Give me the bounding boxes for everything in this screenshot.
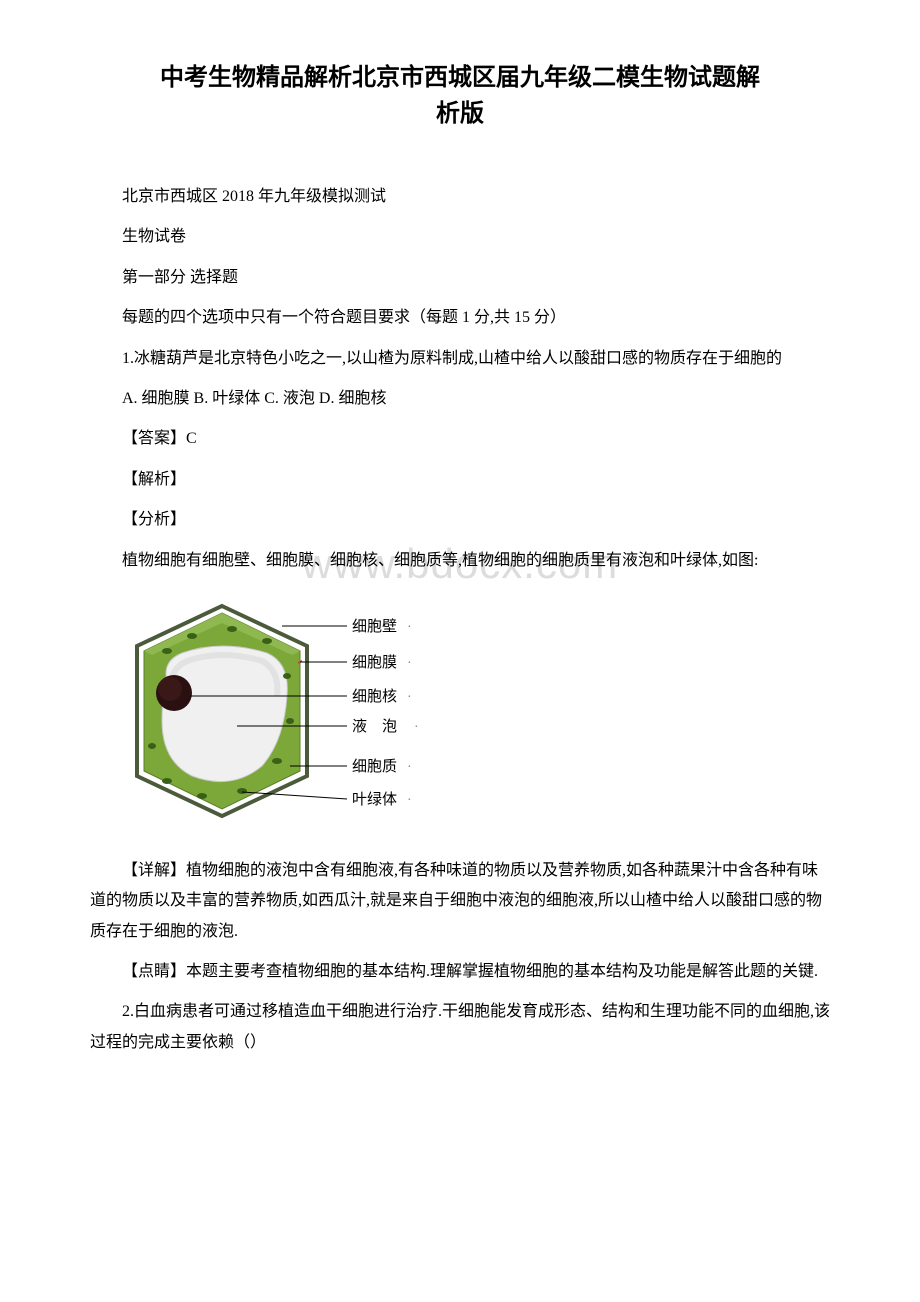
- paragraph-question-2: 2.白血病患者可通过移植造血干细胞进行治疗.干细胞能发育成形态、结构和生理功能不…: [90, 997, 830, 1058]
- paragraph-analysis-text: 植物细胞有细胞壁、细胞膜、细胞核、细胞质等,植物细胞的细胞质里有液泡和叶绿体,如…: [90, 546, 830, 576]
- bullet-5: ·: [407, 760, 412, 775]
- nucleus-inner: [158, 677, 182, 701]
- cell-svg: 细胞壁 · 细胞膜 · 细胞核 · 液 泡 · 细胞质 · 叶绿体 ·: [122, 591, 452, 841]
- label-vacuole: 液 泡: [352, 718, 397, 735]
- paragraph-analysis-sub: 【分析】: [90, 505, 830, 535]
- document-title: 中考生物精品解析北京市西城区届九年级二模生物试题解 析版: [90, 60, 830, 132]
- chloroplast-11: [148, 743, 156, 749]
- bullet-2: ·: [407, 656, 412, 671]
- paragraph-analysis-header: 【解析】: [90, 465, 830, 495]
- chloroplast-3: [227, 626, 237, 632]
- chloroplast-4: [262, 638, 272, 644]
- label-cell-membrane: 细胞膜: [352, 654, 397, 671]
- bullet-6: ·: [407, 793, 412, 808]
- chloroplast-9: [197, 793, 207, 799]
- paragraph-answer: 【答案】C: [90, 424, 830, 454]
- chloroplast-1: [162, 648, 172, 654]
- paragraph-point: 【点睛】本题主要考查植物细胞的基本结构.理解掌握植物细胞的基本结构及功能是解答此…: [90, 957, 830, 987]
- paragraph-exam-header: 北京市西城区 2018 年九年级模拟测试: [90, 182, 830, 212]
- bullet-1: ·: [407, 620, 412, 635]
- paragraph-section: 第一部分 选择题: [90, 263, 830, 293]
- label-cell-wall: 细胞壁: [352, 618, 397, 635]
- paragraph-detail: 【详解】植物细胞的液泡中含有细胞液,有各种味道的物质以及营养物质,如各种蔬果汁中…: [90, 856, 830, 947]
- chloroplast-7: [272, 758, 282, 764]
- title-line-2: 析版: [436, 101, 484, 127]
- chloroplast-2: [187, 633, 197, 639]
- chloroplast-5: [283, 673, 291, 679]
- label-chloroplast: 叶绿体: [352, 791, 397, 808]
- bullet-4: ·: [414, 720, 419, 735]
- plant-cell-diagram: 细胞壁 · 细胞膜 · 细胞核 · 液 泡 · 细胞质 · 叶绿体 ·: [122, 591, 452, 841]
- title-line-1: 中考生物精品解析北京市西城区届九年级二模生物试题解: [160, 65, 760, 91]
- label-nucleus: 细胞核: [352, 688, 397, 705]
- chloroplast-10: [162, 778, 172, 784]
- bullet-3: ·: [407, 690, 412, 705]
- document-content: 中考生物精品解析北京市西城区届九年级二模生物试题解 析版 北京市西城区 2018…: [90, 60, 830, 1058]
- chloroplast-6: [286, 718, 294, 724]
- chloroplast-8: [237, 788, 247, 794]
- paragraph-options-1: A. 细胞膜 B. 叶绿体 C. 液泡 D. 细胞核: [90, 384, 830, 414]
- paragraph-instructions: 每题的四个选项中只有一个符合题目要求（每题 1 分,共 15 分）: [90, 303, 830, 333]
- label-cytoplasm: 细胞质: [352, 758, 397, 775]
- paragraph-subject: 生物试卷: [90, 222, 830, 252]
- paragraph-question-1: 1.冰糖葫芦是北京特色小吃之一,以山楂为原料制成,山楂中给人以酸甜口感的物质存在…: [90, 344, 830, 374]
